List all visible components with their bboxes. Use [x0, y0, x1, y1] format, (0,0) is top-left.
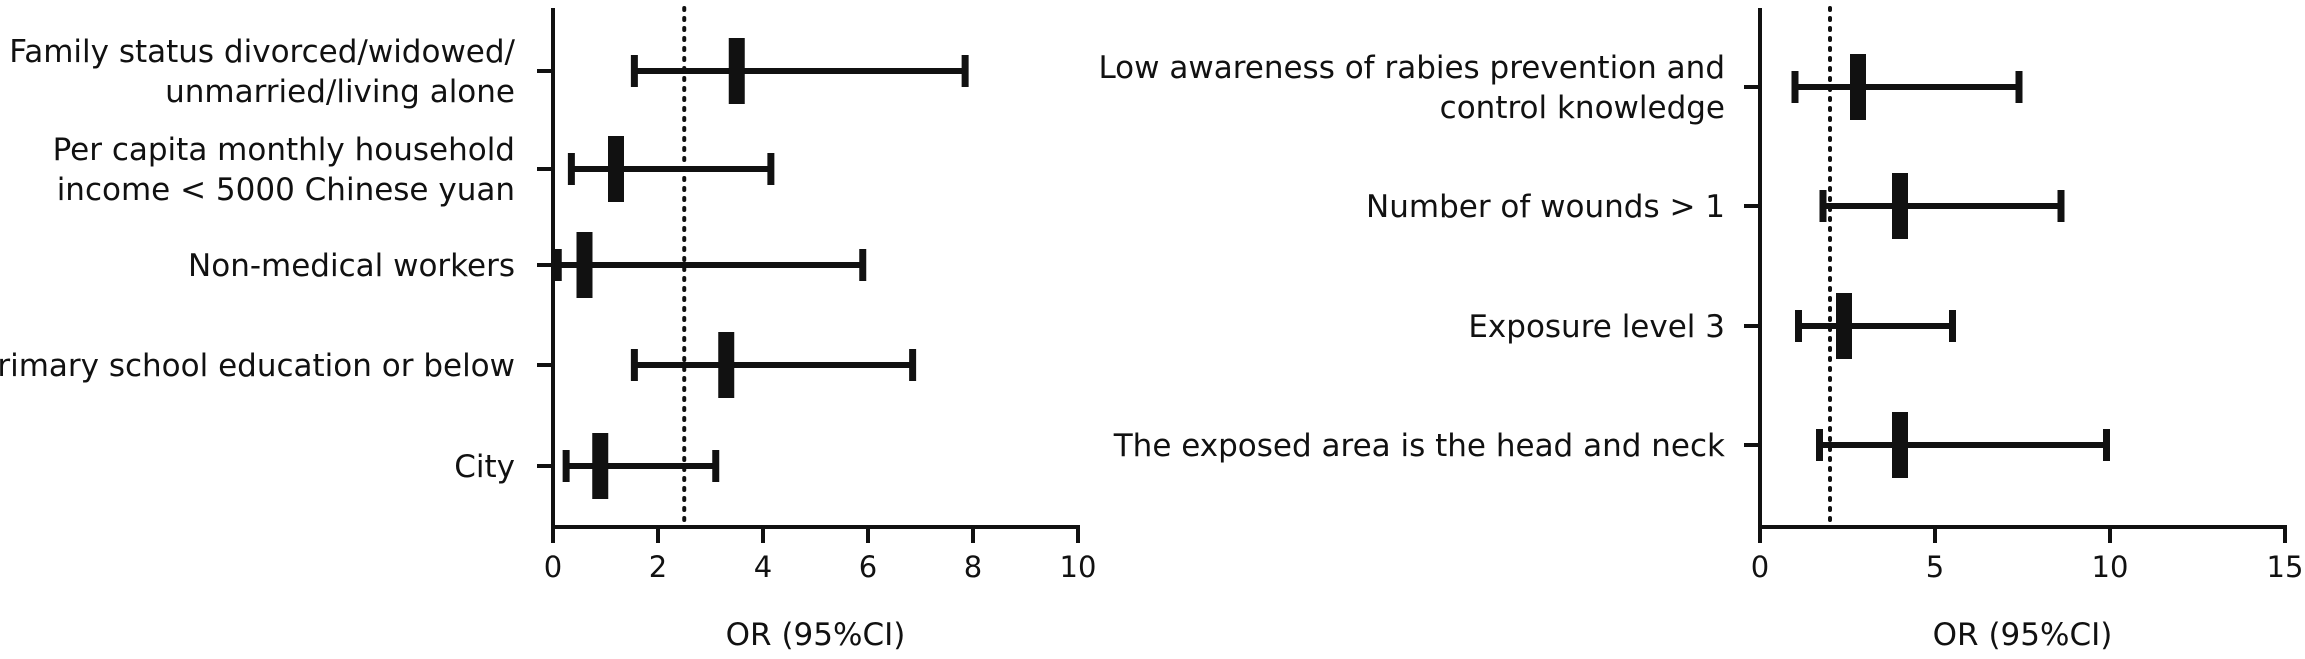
forest-panel-right: 0 5 10 15 OR (95%CI) Low awareness of rabies …: [1098, 6, 2304, 653]
row-label-left-4: City: [454, 449, 515, 485]
x-axis-title-left: OR (95%CI): [726, 617, 906, 653]
row-label-left-3: Primary school education or below: [0, 348, 515, 384]
row-label-right-3: The exposed area is the head and neck: [1113, 428, 1725, 464]
row-label-right-0: control knowledge: [1440, 90, 1725, 126]
x-tick-label-left: 0: [544, 550, 562, 584]
row-label-left-0: Family status divorced/widowed/: [9, 34, 515, 70]
row-label-right-1: Number of wounds > 1: [1366, 189, 1725, 225]
or-marker-right-2: [1836, 293, 1852, 359]
x-tick-label-right: 0: [1751, 550, 1769, 584]
or-marker-left-0: [728, 38, 745, 104]
x-tick-label-right: 15: [2267, 550, 2304, 584]
x-tick-label-right: 5: [1926, 550, 1944, 584]
or-marker-right-1: [1892, 173, 1908, 239]
or-marker-left-2: [576, 232, 593, 298]
row-label-left-1: Per capita monthly household: [53, 132, 515, 168]
row-label-left-2: Non-medical workers: [188, 248, 515, 284]
row-label-right-2: Exposure level 3: [1468, 309, 1725, 345]
or-marker-left-1: [608, 136, 624, 202]
x-axis-title-right: OR (95%CI): [1933, 617, 2113, 653]
x-tick-label-left: 6: [859, 550, 877, 584]
row-label-right-0: Low awareness of rabies prevention and: [1098, 50, 1725, 86]
x-tick-label-left: 8: [964, 550, 982, 584]
x-tick-label-left: 10: [1060, 550, 1097, 584]
forest-panel-left: 0 2 4 6 8 10 OR (95%CI) Family status divorced/…: [0, 6, 1097, 653]
x-tick-label-left: 4: [754, 550, 772, 584]
or-marker-left-3: [718, 332, 735, 398]
x-tick-label-left: 2: [649, 550, 667, 584]
row-label-left-0: unmarried/living alone: [165, 74, 515, 110]
row-label-left-1: income < 5000 Chinese yuan: [57, 172, 515, 208]
or-marker-right-3: [1892, 412, 1908, 478]
or-marker-right-0: [1850, 54, 1866, 120]
or-marker-left-4: [592, 433, 609, 499]
x-tick-label-right: 10: [2092, 550, 2129, 584]
